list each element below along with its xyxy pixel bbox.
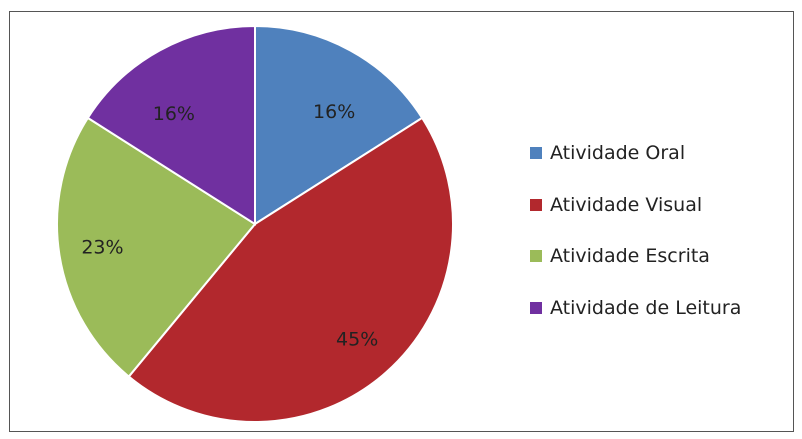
legend-item-atividade-de-leitura: Atividade de Leitura [530, 295, 790, 321]
pie-data-labels: 16% 45% 23% 16% [81, 101, 378, 350]
pie-slice-atividade-de-leitura [86, 24, 256, 226]
pie-data-label-atividade-escrita: 23% [81, 237, 123, 259]
legend-label: Atividade de Leitura [550, 296, 742, 319]
pie-slices [56, 24, 454, 423]
legend-item-atividade-visual: Atividade Visual [530, 192, 790, 218]
legend-swatch [530, 250, 542, 262]
pie-slice-atividade-oral [254, 24, 424, 226]
pie-chart: 16% 45% 23% 16% [56, 24, 454, 423]
legend-swatch [530, 147, 542, 159]
pie-data-label-atividade-de-leitura: 16% [153, 103, 195, 125]
legend-label: Atividade Escrita [550, 245, 710, 267]
legend: Atividade Oral Atividade Visual Atividad… [530, 140, 790, 346]
pie-data-label-atividade-visual: 45% [336, 328, 378, 350]
pie-data-label-atividade-oral: 16% [313, 101, 355, 123]
legend-label: Atividade Visual [550, 193, 703, 216]
legend-swatch [530, 198, 542, 211]
legend-swatch [530, 301, 542, 314]
legend-item-atividade-oral: Atividade Oral [530, 140, 790, 166]
legend-item-atividade-escrita: Atividade Escrita [530, 243, 790, 269]
legend-label: Atividade Oral [550, 142, 686, 164]
pie-slice-atividade-visual [127, 116, 454, 423]
pie-slice-atividade-escrita [56, 116, 257, 378]
chart-area: 16% 45% 23% 16% Atividade Oral Atividade Vi… [9, 11, 794, 432]
